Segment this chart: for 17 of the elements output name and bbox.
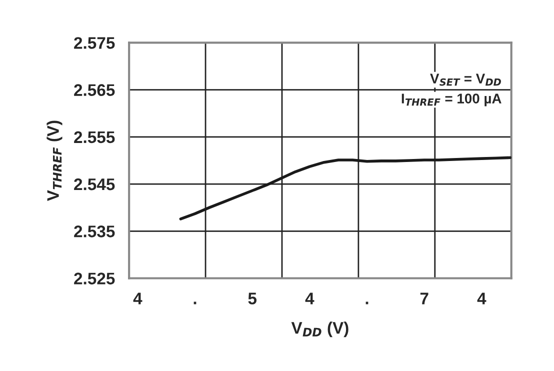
annotation: I$_{THREF}$ = 100 µA [402,94,502,106]
annotation: V$_{SET}$ = V$_{DD}$ [430,74,501,86]
y-tick-label: 2.545 [74,178,115,190]
x-tick-label: 4 [133,292,142,304]
x-tick-label: 7 [420,292,428,304]
x-tick-label: 5 [248,292,257,304]
x-axis-title: V$_{DD}$ (V) [291,322,348,338]
y-tick-label: 2.555 [74,131,115,144]
y-tick-label: 2.535 [74,226,115,238]
x-tick-label: . [194,302,196,304]
y-tick-label: 2.565 [74,84,115,96]
y-axis-title: V$_{THREF}$ (V) [46,120,62,202]
y-tick-label: 2.575 [74,37,115,49]
x-tick-label: 4 [477,292,486,304]
x-tick-label: 4 [305,292,314,304]
x-tick-label: . [366,302,368,304]
y-tick-label: 2.525 [74,272,115,284]
